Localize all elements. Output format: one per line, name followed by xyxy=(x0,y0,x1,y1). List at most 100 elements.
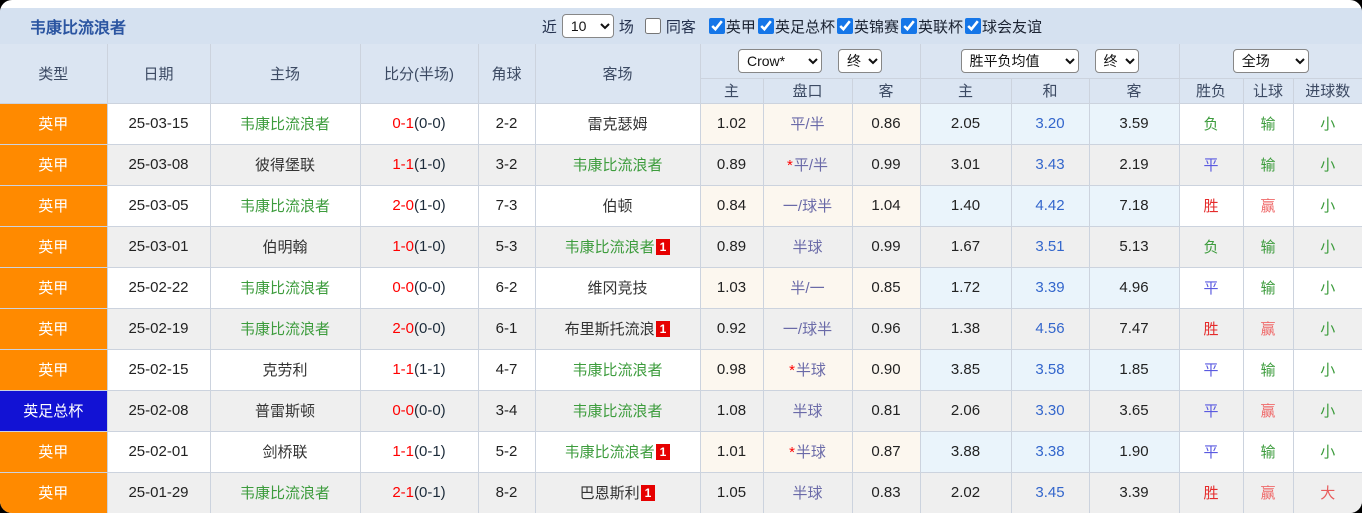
handicap-line-text: 一/球半 xyxy=(782,321,833,338)
red-card-badge: 1 xyxy=(655,321,671,337)
table-row: 英甲 25-02-15 克劳利 1-1(1-1) 4-7 韦康比流浪者 0.98… xyxy=(0,348,1362,391)
fulltime-score: 2-1 xyxy=(392,484,414,501)
subheader-odds-away: 客 xyxy=(1088,77,1180,104)
away-team: 维冈竞技 xyxy=(587,280,648,297)
handicap-line-text: 半球 xyxy=(795,362,826,379)
home-team: 韦康比流浪者 xyxy=(239,198,330,215)
handicap-home-odds: 1.01 xyxy=(699,430,764,473)
corners-score: 5-2 xyxy=(477,430,536,473)
league-badge: 英甲 xyxy=(38,198,69,215)
handicap-line: 半球 xyxy=(762,225,853,268)
corners-score: 4-7 xyxy=(477,348,536,391)
score-cell: 1-1(1-1) xyxy=(359,348,479,391)
filter-controls: 近 10 场 同客 英甲 英足总杯 英锦赛 英联杯 球会友谊 xyxy=(542,14,1044,38)
away-team: 韦康比流浪者 xyxy=(564,444,655,461)
handicap-home-odds: 0.84 xyxy=(699,184,764,227)
handicap-line-text: 半球 xyxy=(792,403,823,420)
league-cell: 英甲 xyxy=(0,348,108,391)
draw-odds: 3.39 xyxy=(1010,266,1090,309)
match-result: 负 xyxy=(1178,225,1244,268)
match-rows: 英甲 25-03-15 韦康比流浪者 0-1(0-0) 2-2 雷克瑟姆 1.0… xyxy=(0,102,1362,513)
avg-odds-header: 胜平负均值 终 xyxy=(919,44,1180,79)
handicap-home-odds: 0.98 xyxy=(699,348,764,391)
home-win-odds: 2.05 xyxy=(919,102,1012,145)
handicap-away-odds: 0.86 xyxy=(851,102,921,145)
avg-time-select[interactable]: 终 xyxy=(1094,48,1139,73)
away-win-odds: 4.96 xyxy=(1088,266,1180,309)
home-win-odds: 1.67 xyxy=(919,225,1012,268)
recent-count-select[interactable]: 10 xyxy=(561,14,614,38)
handicap-result: 输 xyxy=(1242,102,1294,145)
fulltime-score: 2-0 xyxy=(392,320,414,337)
home-win-odds: 3.85 xyxy=(919,348,1012,391)
avg-odds-select[interactable]: 胜平负均值 xyxy=(960,48,1079,73)
league-filter[interactable]: 英联杯 xyxy=(900,16,963,37)
draw-odds: 4.42 xyxy=(1010,184,1090,227)
league-filter[interactable]: 球会友谊 xyxy=(964,16,1042,37)
league-badge: 英甲 xyxy=(38,157,69,174)
league-badge: 英甲 xyxy=(38,444,69,461)
score-cell: 1-0(1-0) xyxy=(359,225,479,268)
handicap-away-odds: 0.85 xyxy=(851,266,921,309)
draw-odds: 3.51 xyxy=(1010,225,1090,268)
halftime-score: (1-0) xyxy=(414,238,446,255)
league-cell: 英甲 xyxy=(0,184,108,227)
halftime-score: (1-1) xyxy=(414,361,446,378)
league-filter-checkbox[interactable] xyxy=(900,18,917,34)
table-row: 英甲 25-02-19 韦康比流浪者 2-0(0-0) 6-1 布里斯托流浪 1 … xyxy=(0,307,1362,350)
table-row: 英甲 25-03-05 韦康比流浪者 2-0(1-0) 7-3 伯顿 0.84 … xyxy=(0,184,1362,227)
away-win-odds: 7.47 xyxy=(1088,307,1180,350)
league-filter-label: 英锦赛 xyxy=(853,18,899,36)
halftime-score: (1-0) xyxy=(414,197,446,214)
match-result: 平 xyxy=(1178,430,1244,473)
col-header-type: 类型 xyxy=(0,44,108,104)
corners-score: 2-2 xyxy=(477,102,536,145)
score-cell: 0-1(0-0) xyxy=(359,102,479,145)
score-cell: 0-0(0-0) xyxy=(359,266,479,309)
fulltime-score: 1-1 xyxy=(392,156,414,173)
red-card-badge: 1 xyxy=(655,239,671,255)
goals-result: 小 xyxy=(1292,389,1362,432)
league-filter[interactable]: 英锦赛 xyxy=(836,16,899,37)
col-header-corners: 角球 xyxy=(477,44,536,104)
corners-score: 6-1 xyxy=(477,307,536,350)
handicap-time-select[interactable]: 终 xyxy=(838,48,882,73)
handicap-line: *平/半 xyxy=(762,143,853,186)
handicap-result: 赢 xyxy=(1242,389,1294,432)
halftime-score: (0-0) xyxy=(414,115,446,132)
table-row: 英甲 25-03-08 彼得堡联 1-1(1-0) 3-2 韦康比流浪者 0.8… xyxy=(0,143,1362,186)
handicap-line-text: 平/半 xyxy=(793,157,828,174)
handicap-odds-header: Crow* 终 xyxy=(699,44,921,79)
same-venue-checkbox[interactable] xyxy=(644,18,661,34)
home-team: 伯明翰 xyxy=(262,239,308,256)
home-win-odds: 3.88 xyxy=(919,430,1012,473)
home-win-odds: 2.02 xyxy=(919,471,1012,513)
league-badge: 英甲 xyxy=(38,485,69,502)
page-title: 韦康比流浪者 xyxy=(30,20,127,37)
match-date: 25-02-08 xyxy=(106,389,211,432)
handicap-away-odds: 0.99 xyxy=(851,143,921,186)
league-filter[interactable]: 英甲 xyxy=(708,16,756,37)
home-team: 韦康比流浪者 xyxy=(239,485,330,502)
league-cell: 英甲 xyxy=(0,430,108,473)
goals-result: 小 xyxy=(1292,348,1362,391)
odds-provider-select[interactable]: Crow* xyxy=(738,48,822,73)
away-team: 韦康比流浪者 xyxy=(572,157,663,174)
handicap-line-text: 一/球半 xyxy=(782,198,833,215)
league-filter-checkbox[interactable] xyxy=(708,18,725,34)
away-win-odds: 2.19 xyxy=(1088,143,1180,186)
league-filters: 英甲 英足总杯 英锦赛 英联杯 球会友谊 xyxy=(708,16,1044,37)
scope-select[interactable]: 全场 xyxy=(1232,48,1309,73)
away-team: 巴恩斯利 xyxy=(579,485,640,502)
league-cell: 英足总杯 xyxy=(0,389,108,432)
away-team: 韦康比流浪者 xyxy=(572,362,663,379)
score-cell: 0-0(0-0) xyxy=(359,389,479,432)
handicap-result: 赢 xyxy=(1242,184,1294,227)
league-filter-checkbox[interactable] xyxy=(836,18,853,34)
home-win-odds: 3.01 xyxy=(919,143,1012,186)
league-cell: 英甲 xyxy=(0,225,108,268)
score-cell: 2-0(1-0) xyxy=(359,184,479,227)
league-filter-checkbox[interactable] xyxy=(964,18,981,34)
league-filter[interactable]: 英足总杯 xyxy=(757,16,835,37)
league-filter-checkbox[interactable] xyxy=(757,18,774,34)
